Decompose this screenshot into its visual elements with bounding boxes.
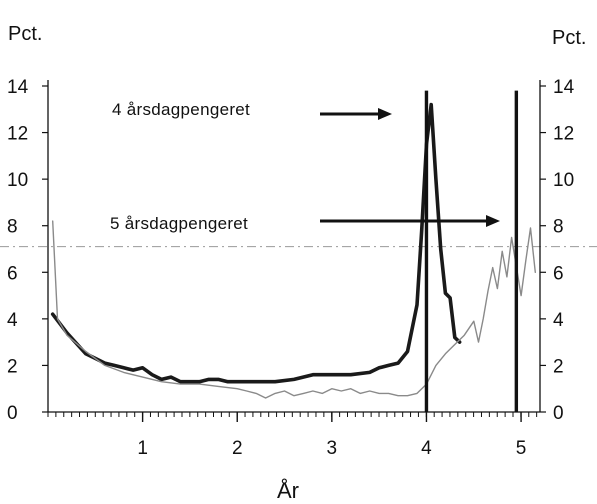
y-tick-label-left: 2 [7, 356, 18, 377]
y-tick-label-left: 4 [7, 310, 18, 331]
y-tick-label-left: 0 [7, 403, 18, 424]
y-tick-label-left: 14 [7, 77, 29, 98]
y-tick-label-right: 12 [553, 124, 574, 145]
y-tick-label-right: 10 [553, 170, 574, 191]
x-tick-label: 1 [137, 438, 148, 459]
y-tick-label-left: 6 [7, 263, 18, 284]
y-tick-label-left: 8 [7, 217, 18, 238]
y-tick-label-right: 0 [553, 403, 564, 424]
y-tick-label-right: 4 [553, 310, 564, 331]
annotation-arrowhead-1 [378, 107, 392, 120]
y-tick-label-left: 10 [7, 170, 28, 191]
y-tick-label-right: 2 [553, 356, 564, 377]
x-tick-label: 5 [516, 438, 527, 459]
y-tick-label-right: 14 [553, 77, 575, 98]
left-unit-label: Pct. [8, 23, 42, 45]
annotation-label-1: 4 årsdagpengeret [112, 100, 250, 119]
annotation-arrowhead-2 [486, 215, 500, 228]
y-tick-label-right: 8 [553, 217, 564, 238]
vertical-marker-layer [424, 90, 519, 412]
annotation-label-2: 5 årsdagpengeret [110, 214, 248, 233]
series-layer [50, 102, 536, 399]
series-line-dark [50, 102, 462, 384]
annotation-layer: 4 årsdagpengeret 5 årsdagpengeret [110, 100, 500, 233]
x-axis-title: År [277, 478, 299, 503]
series-line-gray [52, 220, 536, 399]
x-tick-label: 4 [421, 438, 432, 459]
x-tick-label: 3 [327, 438, 338, 459]
y-tick-label-left: 12 [7, 124, 28, 145]
right-unit-label: Pct. [552, 27, 586, 49]
y-tick-label-right: 6 [553, 263, 564, 284]
x-tick-label: 2 [232, 438, 243, 459]
